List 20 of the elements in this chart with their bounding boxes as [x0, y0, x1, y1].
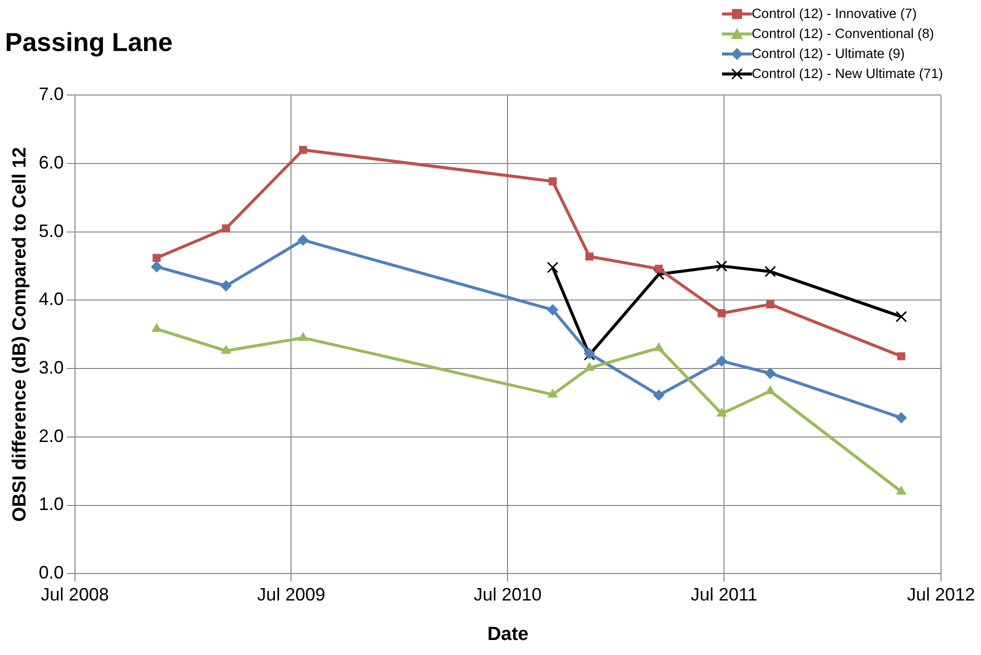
y-tick-label: 7.0 — [38, 84, 64, 104]
legend-label: Control (12) - New Ultimate (71) — [752, 65, 943, 83]
x-tick-label: Jul 2012 — [906, 584, 976, 604]
x-tick-label: Jul 2011 — [690, 584, 758, 604]
x-tick-label: Jul 2010 — [474, 584, 542, 604]
y-tick-label: 1.0 — [38, 494, 64, 514]
y-tick-label: 4.0 — [38, 289, 64, 310]
legend-label: Control (12) - Ultimate (9) — [752, 45, 905, 63]
x-tick-label: Jul 2008 — [40, 584, 109, 604]
y-axis-title: OBSI difference (dB) Compared to Cell 12 — [10, 147, 31, 522]
y-tick-label: 0.0 — [38, 562, 64, 583]
x-axis-title: Date — [487, 624, 529, 645]
y-tick-label: 5.0 — [38, 220, 64, 241]
legend-label: Control (12) - Innovative (7) — [752, 5, 917, 23]
chart-title: Passing Lane — [5, 26, 173, 57]
x-tick-label: Jul 2009 — [257, 584, 326, 604]
legend-label: Control (12) - Conventional (8) — [752, 25, 934, 43]
y-tick-label: 2.0 — [38, 426, 64, 446]
y-tick-label: 6.0 — [38, 152, 64, 173]
y-tick-label: 3.0 — [38, 358, 64, 378]
